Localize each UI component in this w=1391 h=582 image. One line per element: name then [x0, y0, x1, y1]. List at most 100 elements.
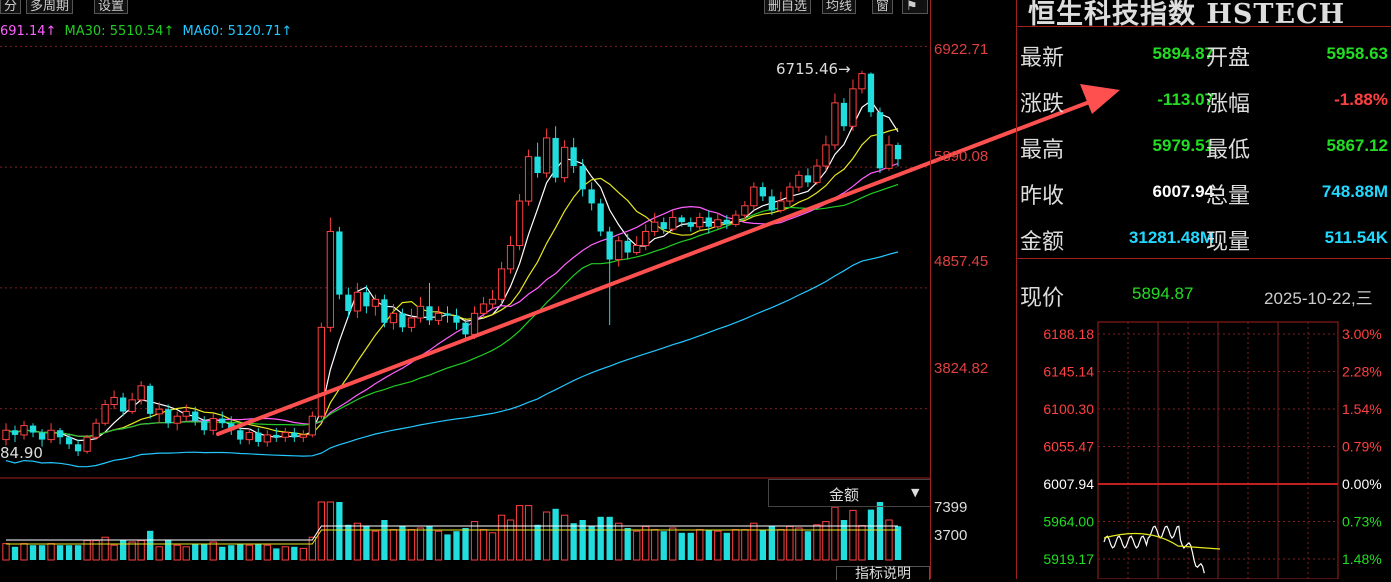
volume-bar	[660, 531, 667, 560]
quote-label: 涨跌	[1020, 92, 1065, 117]
volume-bar	[83, 539, 91, 561]
intraday-percent-label: 1.48%	[1342, 551, 1382, 567]
volume-bar	[74, 545, 82, 560]
candle-body	[165, 409, 172, 424]
volume-bar	[624, 528, 631, 560]
candle-body	[317, 326, 326, 417]
volume-bar	[515, 505, 524, 561]
candle-body	[291, 432, 298, 438]
candle-body	[255, 432, 262, 442]
toolbar-item-settings[interactable]: 设置	[94, 0, 129, 14]
candle-body	[885, 144, 893, 169]
volume-bar	[470, 521, 479, 561]
toolbar-item-remove-watchlist[interactable]: 删自选	[764, 0, 812, 14]
quote-value: 31281.48M	[1128, 228, 1214, 247]
volume-bar	[407, 529, 416, 561]
candle-body	[470, 312, 479, 335]
volume-bar	[876, 502, 884, 560]
title-divider	[1016, 26, 1391, 27]
candle-body	[228, 423, 235, 431]
quote-label: 总量	[1206, 184, 1251, 209]
candle-body	[11, 430, 19, 435]
candle-body	[705, 217, 712, 227]
volume-bar	[201, 543, 208, 560]
volume-bar	[326, 501, 335, 561]
candle-body	[642, 230, 650, 247]
volume-bar	[705, 529, 712, 560]
candle-body	[173, 415, 181, 424]
indicator-info-button[interactable]: 指标说明	[836, 566, 930, 581]
volume-bar	[534, 524, 541, 560]
candle-body	[542, 137, 551, 174]
chevron-down-icon: ▼	[911, 486, 920, 499]
toolbar-item-window[interactable]: 窗	[872, 0, 894, 14]
ma60-value: MA60: 5120.71↑	[182, 24, 293, 39]
intraday-price-line	[1103, 525, 1205, 574]
candle-body	[552, 137, 559, 178]
volume-bar	[426, 526, 433, 560]
ma30-value: MA30: 5510.54↑	[64, 24, 175, 39]
quote-label: 金额	[1020, 230, 1065, 255]
intraday-percent-label: 0.73%	[1342, 514, 1382, 530]
candle-body	[92, 422, 100, 438]
quote-panel: 恒生科技指数 HSTECH 最新 5894.87 开盘 5958.63 涨跌 -113.0…	[1016, 0, 1391, 579]
volume-bar	[11, 546, 19, 560]
volume-bar	[291, 546, 298, 560]
candle-body	[273, 434, 280, 438]
candle-body	[128, 399, 136, 413]
candlestick-chart[interactable]	[0, 0, 1120, 579]
volume-bar	[570, 523, 577, 560]
volume-bar	[381, 520, 388, 560]
candle-body	[74, 444, 82, 452]
intraday-percent-label: 0.00%	[1342, 476, 1382, 492]
volume-selector[interactable]: 金额 ▼	[768, 479, 930, 507]
volume-bar	[588, 526, 595, 560]
volume-bar	[155, 546, 163, 561]
toolbar-item-minute[interactable]: 分	[0, 0, 22, 14]
quote-value: -1.88%	[1334, 90, 1388, 109]
intraday-avg-line	[1103, 532, 1221, 550]
volume-bar	[363, 526, 370, 560]
intraday-chart[interactable]: 6188.18 3.00% 6145.14 2.28% 6100.30 1.54% 6055…	[1016, 320, 1391, 579]
candle-body	[110, 397, 118, 406]
pin-icon[interactable]: ⚑	[902, 0, 928, 14]
candle-body	[741, 205, 749, 216]
candle-body	[597, 203, 604, 232]
candle-body	[768, 196, 776, 211]
candle-body	[299, 434, 307, 438]
candle-body	[219, 418, 226, 424]
intraday-percent-label: 1.54%	[1342, 401, 1382, 417]
volume-bar	[255, 543, 262, 560]
quote-value: 5979.51	[1152, 136, 1214, 155]
candle-body	[434, 312, 443, 321]
candle-body	[29, 425, 37, 433]
volume-bar	[56, 545, 64, 560]
volume-bar	[273, 548, 280, 560]
toolbar-item-ma[interactable]: 均线	[822, 0, 857, 14]
candle-body	[750, 186, 758, 207]
volume-bar	[786, 525, 794, 561]
quote-value: 748.88M	[1321, 182, 1388, 201]
volume-bar	[237, 543, 244, 560]
candle-body	[633, 245, 641, 254]
y-tick-label: 6922.71	[934, 41, 989, 58]
volume-bar	[434, 530, 443, 561]
candle-body	[777, 200, 785, 211]
candle-body	[795, 174, 803, 188]
volume-bar	[453, 531, 460, 560]
candle-body	[849, 88, 857, 127]
volume-bar	[219, 546, 226, 560]
volume-bar	[173, 544, 181, 561]
toolbar-item-multi-period[interactable]: 多周期	[26, 0, 74, 14]
candle-body	[624, 240, 631, 253]
candle-body	[732, 214, 740, 225]
intraday-price-label: 6007.94	[1043, 476, 1094, 492]
candle-body	[515, 200, 524, 247]
candle-body	[245, 432, 253, 441]
volume-bar	[506, 519, 515, 561]
candle-body	[615, 240, 623, 261]
volume-bar	[20, 543, 28, 561]
volume-bar	[488, 532, 497, 561]
volume-tick-label: 7399	[934, 499, 968, 516]
toolbar: 分 多周期 设置 删自选 均线 窗 ⚑	[0, 0, 930, 14]
